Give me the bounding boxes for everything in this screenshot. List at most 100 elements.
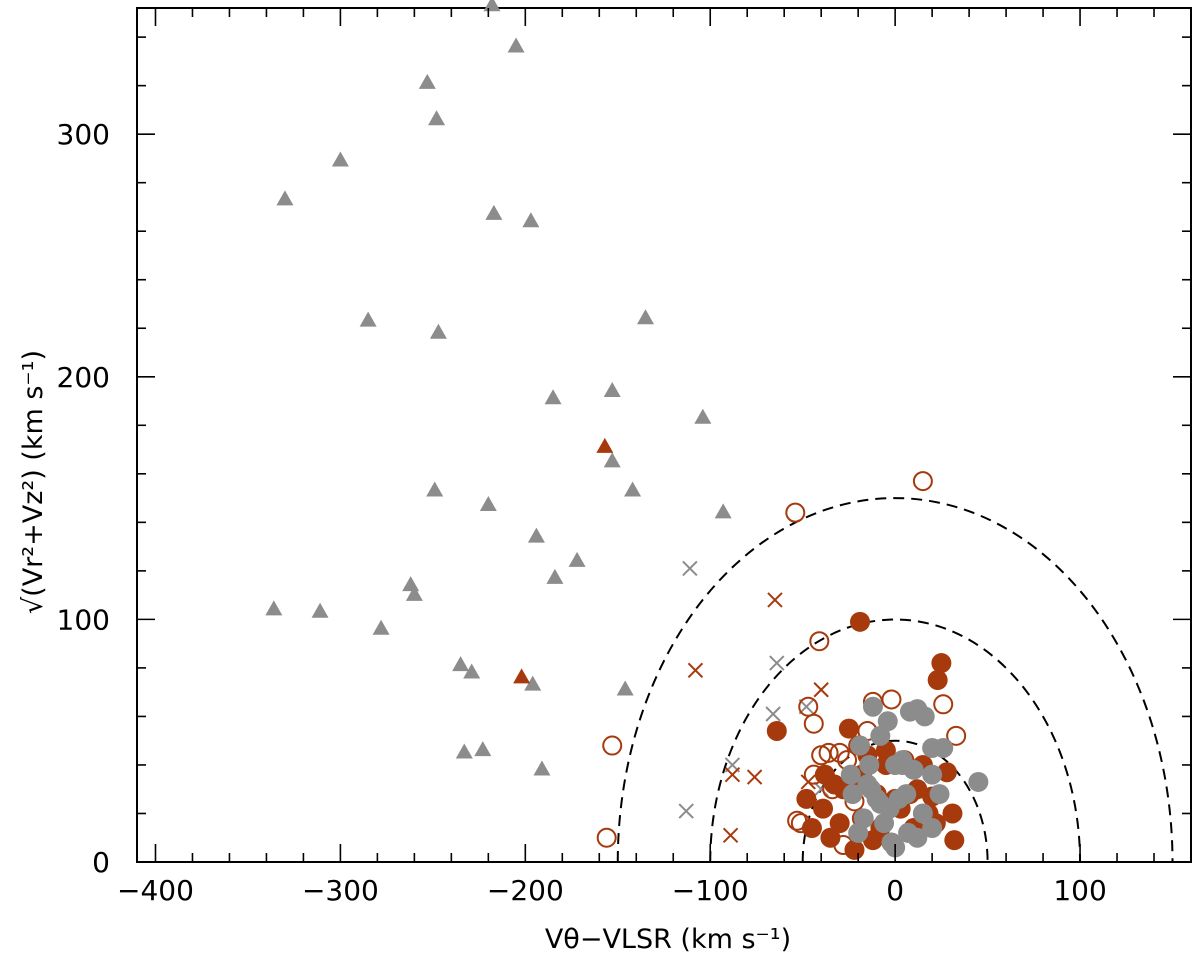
filled-circle-point bbox=[766, 720, 787, 741]
cross-stroke bbox=[769, 655, 785, 671]
cross-point bbox=[767, 592, 783, 608]
open-circle-point bbox=[881, 689, 902, 710]
cross-stroke bbox=[722, 827, 739, 844]
triangle-point bbox=[544, 389, 562, 405]
triangle-point bbox=[372, 619, 390, 635]
triangle-point bbox=[418, 73, 436, 89]
cross-point bbox=[678, 803, 694, 819]
triangle-point bbox=[428, 110, 446, 126]
open-circle-point bbox=[829, 742, 850, 763]
triangle-point bbox=[637, 309, 655, 325]
filled-circle-point bbox=[931, 653, 952, 674]
filled-circle-point bbox=[842, 784, 863, 805]
open-circle-point bbox=[803, 713, 824, 734]
triangle-point bbox=[429, 323, 447, 339]
filled-circle-point bbox=[929, 784, 950, 805]
triangle-point bbox=[603, 382, 621, 398]
x-axis-label: Vθ−VLSR (km s⁻¹) bbox=[545, 924, 791, 955]
triangle-point bbox=[546, 568, 564, 584]
triangle-point bbox=[513, 668, 531, 684]
open-circle-point bbox=[946, 725, 967, 746]
open-circle-point bbox=[818, 742, 839, 763]
filled-circle-point bbox=[922, 818, 943, 839]
x-tick-labels: −400 −300 −200 −100 0 100 bbox=[117, 874, 1107, 907]
triangle-point bbox=[483, 0, 501, 12]
triangle-point bbox=[276, 190, 294, 206]
filled-circle-point bbox=[838, 718, 859, 739]
filled-circle-point bbox=[870, 725, 891, 746]
filled-circle-point bbox=[922, 764, 943, 785]
x-tick-label: −100 bbox=[672, 874, 749, 907]
filled-circle-point bbox=[896, 784, 917, 805]
triangle-point bbox=[405, 585, 423, 601]
reference-semicircle-150 bbox=[616, 497, 1174, 863]
triangle-point bbox=[568, 551, 586, 567]
triangle-point bbox=[485, 204, 503, 220]
cross-stroke bbox=[767, 592, 783, 608]
triangle-point bbox=[527, 527, 545, 543]
open-circle-point bbox=[785, 502, 806, 523]
y-tick-label: 0 bbox=[92, 846, 110, 879]
triangle-point bbox=[507, 37, 525, 53]
y-axis-label: √(Vr²+Vz²) (km s⁻¹) bbox=[18, 350, 49, 614]
reference-curves bbox=[616, 497, 1174, 863]
open-circle-point bbox=[809, 631, 830, 652]
triangle-point bbox=[714, 503, 732, 519]
cross-point bbox=[687, 662, 704, 679]
triangle-point bbox=[524, 675, 542, 691]
cross-stroke bbox=[765, 706, 781, 722]
filled-circle-point bbox=[936, 762, 957, 783]
cross-point bbox=[682, 560, 698, 577]
filled-circle-point bbox=[944, 830, 965, 851]
cross-stroke bbox=[678, 803, 694, 819]
filled-circle-point bbox=[840, 764, 861, 785]
filled-circle-point bbox=[968, 771, 989, 792]
triangle-point bbox=[452, 656, 470, 672]
filled-circle-point bbox=[862, 830, 883, 851]
triangle-point bbox=[603, 452, 621, 468]
cross-point bbox=[722, 827, 739, 844]
filled-circle-point bbox=[829, 813, 850, 834]
triangle-point bbox=[479, 496, 497, 512]
filled-circle-point bbox=[942, 803, 963, 824]
reference-semicircle-100 bbox=[709, 619, 1082, 863]
filled-circle-point bbox=[907, 827, 928, 848]
plot-frame bbox=[136, 7, 1192, 863]
x-tick-label: −200 bbox=[487, 874, 564, 907]
triangle-point bbox=[533, 760, 551, 776]
cross-point bbox=[746, 769, 763, 785]
triangle-point bbox=[596, 437, 614, 453]
filled-circle-point bbox=[850, 735, 871, 756]
triangle-point bbox=[694, 408, 712, 424]
filled-circle-point bbox=[862, 696, 883, 717]
data-marks bbox=[265, 0, 989, 860]
cross-stroke bbox=[746, 769, 763, 785]
filled-circle-point bbox=[844, 839, 865, 860]
open-circle-point bbox=[912, 471, 933, 492]
plot-area bbox=[136, 0, 1192, 863]
triangle-point bbox=[402, 576, 420, 592]
x-tick-label: −300 bbox=[302, 874, 379, 907]
filled-circle-point bbox=[866, 788, 887, 809]
open-circle-point bbox=[933, 694, 954, 715]
triangle-point bbox=[616, 680, 634, 696]
filled-circle-point bbox=[813, 798, 834, 819]
y-tick-label: 300 bbox=[57, 118, 110, 151]
open-circle-point bbox=[602, 735, 623, 756]
y-tick-label: 100 bbox=[57, 603, 110, 636]
triangle-point bbox=[331, 151, 349, 167]
cross-stroke bbox=[724, 766, 741, 783]
x-tick-label: 0 bbox=[886, 874, 904, 907]
triangle-point bbox=[265, 600, 283, 616]
triangle-point bbox=[359, 311, 377, 327]
open-circle-point bbox=[596, 827, 617, 848]
triangle-point bbox=[463, 663, 481, 679]
y-tick-labels: 0 100 200 300 bbox=[57, 118, 110, 879]
axis-ticks bbox=[137, 8, 1191, 863]
triangle-point bbox=[311, 602, 329, 618]
filled-circle-point bbox=[874, 813, 895, 834]
x-tick-label: 100 bbox=[1053, 874, 1106, 907]
filled-circle-point bbox=[820, 827, 841, 848]
filled-circle-point bbox=[892, 754, 913, 775]
